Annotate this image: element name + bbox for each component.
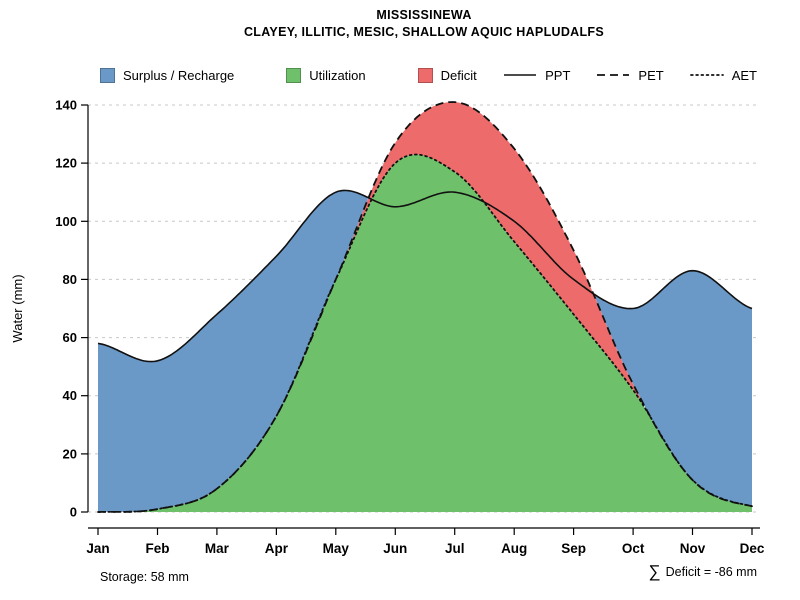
x-tick-label: Jan — [86, 541, 109, 556]
area-utilization — [125, 154, 753, 512]
surplus-recharge-swatch-icon — [100, 67, 115, 83]
area-surplus-recharge — [594, 270, 752, 507]
chart-title: MISSISSINEWA — [376, 8, 472, 22]
y-tick-label: 80 — [63, 272, 77, 287]
x-tick-label: May — [323, 541, 350, 556]
pet-line-sample-icon — [597, 74, 630, 76]
x-tick-label: Oct — [622, 541, 645, 556]
x-tick-label: Sep — [561, 541, 586, 556]
area-deficit — [344, 102, 644, 406]
legend-item-ppt: PPT — [503, 68, 570, 83]
area-deficit — [344, 102, 644, 406]
deficit-text: Deficit = -86 mm — [665, 564, 757, 579]
deficit-annotation: ∑ Deficit = -86 mm — [649, 563, 757, 580]
legend-item-utilization: Utilization — [286, 67, 366, 83]
aet-line — [97, 153, 753, 513]
y-tick-label: 60 — [63, 330, 77, 345]
aet-line-sample-icon — [689, 74, 724, 76]
legend-areas-group: Surplus / Recharge Utilization Deficit — [100, 67, 477, 83]
chart-subtitle: CLAYEY, ILLITIC, MESIC, SHALLOW AQUIC HA… — [243, 25, 604, 39]
legend-label-aet: AET — [731, 67, 757, 83]
y-tick-label: 100 — [55, 214, 77, 229]
x-tick-label: Jun — [383, 541, 407, 556]
legend-label-surplus-recharge: Surplus / Recharge — [123, 67, 235, 83]
legend-item-aet: AET — [689, 67, 757, 83]
area-surplus-recharge — [98, 190, 752, 512]
legend-label-pet: PET — [638, 67, 664, 83]
y-tick-label: 0 — [70, 505, 77, 520]
x-tick-label: Dec — [740, 541, 765, 556]
y-tick-label: 40 — [63, 388, 77, 403]
x-tick-label: Nov — [680, 541, 706, 556]
legend-label-deficit: Deficit — [440, 67, 477, 83]
chart-title-block: MISSISSINEWA CLAYEY, ILLITIC, MESIC, SHA… — [88, 8, 760, 39]
legend-lines-group: PPT PET AET — [503, 68, 757, 83]
area-utilization — [125, 154, 753, 512]
legend-item-surplus-recharge: Surplus / Recharge — [100, 67, 235, 83]
y-axis-title: Water (mm) — [10, 274, 25, 342]
storage-annotation: Storage: 58 mm — [100, 570, 189, 584]
y-tick-label: 120 — [55, 156, 77, 171]
utilization-swatch-icon — [286, 67, 302, 83]
y-tick-label: 20 — [63, 446, 77, 461]
ppt-line-sample-icon — [504, 74, 537, 76]
ppt-line — [97, 189, 753, 363]
sum-symbol-icon: ∑ — [648, 562, 661, 581]
x-tick-label: Mar — [205, 541, 230, 556]
legend-item-pet: PET — [596, 67, 664, 83]
deficit-swatch-icon — [417, 67, 433, 83]
y-tick-label: 140 — [55, 98, 77, 113]
x-tick-label: Jul — [445, 541, 465, 556]
x-tick-label: Feb — [145, 541, 169, 556]
legend-label-utilization: Utilization — [309, 67, 366, 83]
x-tick-label: Aug — [501, 541, 527, 556]
area-surplus-recharge — [98, 190, 368, 512]
chart-legend: Surplus / Recharge Utilization Deficit P… — [100, 66, 757, 84]
x-tick-label: Apr — [265, 541, 289, 556]
legend-label-ppt: PPT — [545, 67, 571, 83]
legend-item-deficit: Deficit — [417, 67, 477, 83]
